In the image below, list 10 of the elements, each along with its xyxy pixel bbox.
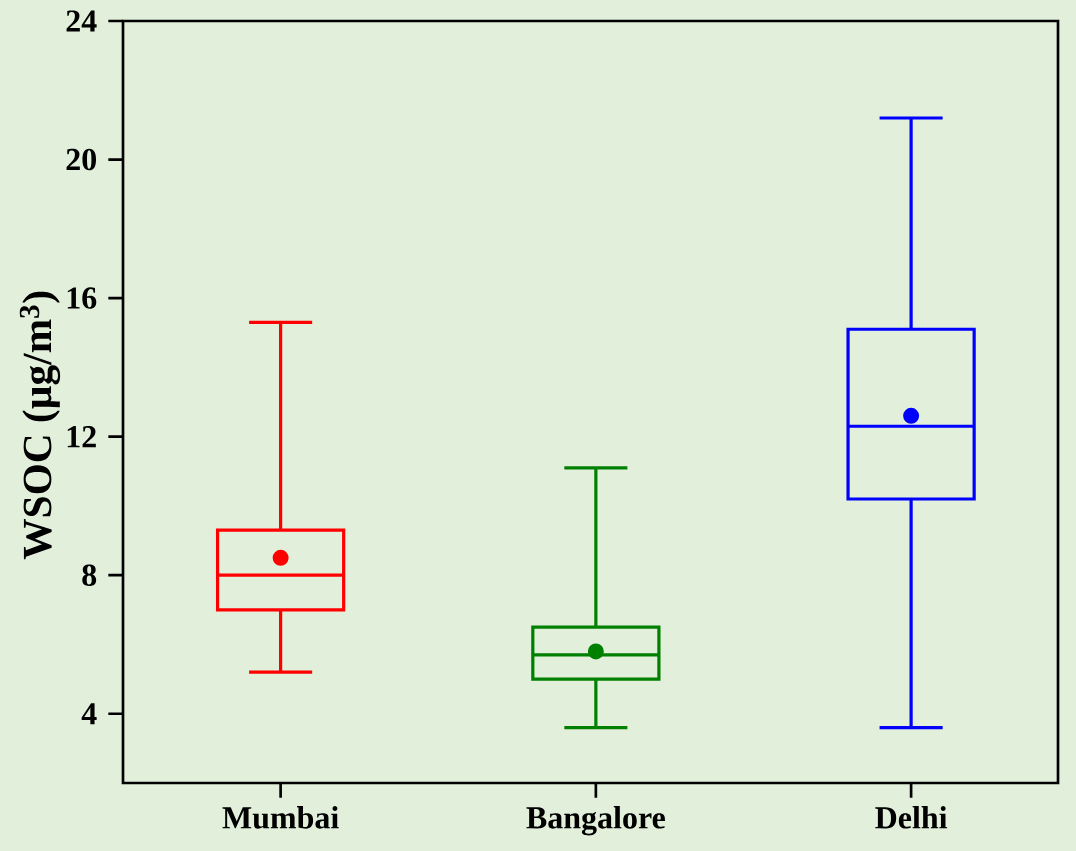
y-tick-label: 4	[81, 703, 97, 725]
y-tick-label: 16	[67, 287, 97, 309]
y-tick-label: 24	[66, 10, 97, 32]
x-tick-label: Delhi	[875, 806, 948, 829]
y-tick-label: 20	[66, 148, 97, 171]
y-tick-label: 12	[67, 426, 96, 448]
y-axis-title: WSOC (µg/m$^{3}$)	[19, 291, 61, 560]
x-tick-label: Mumbai	[222, 806, 339, 829]
x-tick-label: Bangalore	[526, 806, 665, 836]
y-tick-label: 8	[82, 564, 97, 586]
